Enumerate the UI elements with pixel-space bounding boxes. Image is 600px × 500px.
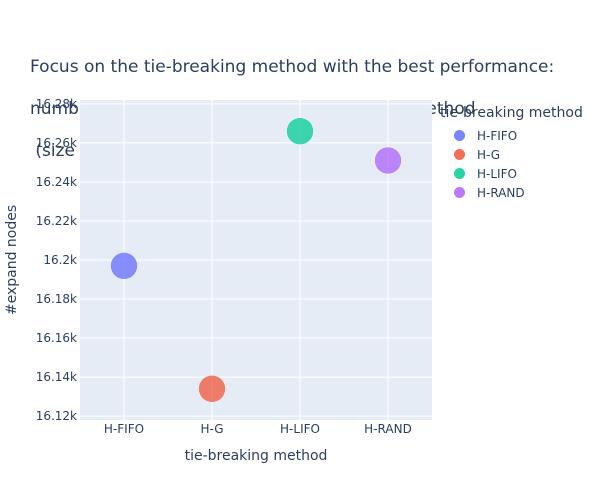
legend-label: H-LIFO bbox=[477, 166, 517, 181]
y-tick-label: 16.22k bbox=[36, 214, 77, 228]
legend-item-h-fifo[interactable]: H-FIFO bbox=[440, 126, 583, 145]
legend-label: H-G bbox=[477, 147, 501, 162]
legend-label: H-RAND bbox=[477, 185, 525, 200]
legend-swatch bbox=[454, 149, 465, 160]
y-tick-label: 16.18k bbox=[36, 292, 77, 306]
y-tick-label: 16.24k bbox=[36, 175, 77, 189]
legend-swatch bbox=[454, 130, 465, 141]
data-point-h-lifo[interactable] bbox=[286, 117, 314, 145]
y-axis-title: #expand nodes bbox=[4, 205, 20, 315]
y-tick-label: 16.2k bbox=[43, 253, 77, 267]
chart-title-line-1: Focus on the tie-breaking method with th… bbox=[30, 57, 555, 77]
y-tick-label: 16.28k bbox=[36, 97, 77, 111]
legend: tie-breaking method H-FIFO H-G H-LIFO H-RAN… bbox=[440, 105, 583, 202]
data-point-h-fifo[interactable] bbox=[110, 252, 138, 280]
legend-title: tie-breaking method bbox=[440, 105, 583, 121]
legend-item-h-g[interactable]: H-G bbox=[440, 145, 583, 164]
data-point-h-g[interactable] bbox=[198, 375, 226, 403]
legend-label: H-FIFO bbox=[477, 128, 518, 143]
gridlines bbox=[80, 100, 432, 420]
x-tick-label: H-FIFO bbox=[104, 422, 144, 436]
data-point-h-rand[interactable] bbox=[374, 146, 402, 175]
legend-item-h-lifo[interactable]: H-LIFO bbox=[440, 164, 583, 183]
x-tick-label: H-LIFO bbox=[280, 422, 320, 436]
data-points[interactable] bbox=[110, 117, 402, 403]
legend-swatch bbox=[454, 168, 465, 179]
x-axis-title: tie-breaking method bbox=[185, 448, 328, 464]
x-axis-ticks: H-FIFO H-G H-LIFO H-RAND bbox=[104, 422, 412, 436]
y-tick-label: 16.26k bbox=[36, 136, 77, 150]
y-tick-label: 16.14k bbox=[36, 370, 77, 384]
y-tick-label: 16.16k bbox=[36, 331, 77, 345]
legend-swatch bbox=[454, 187, 465, 198]
y-axis-ticks: 16.12k 16.14k 16.16k 16.18k 16.2k 16.22k 16.24… bbox=[36, 97, 77, 423]
x-tick-label: H-RAND bbox=[364, 422, 412, 436]
legend-item-h-rand[interactable]: H-RAND bbox=[440, 183, 583, 202]
y-tick-label: 16.12k bbox=[36, 409, 77, 423]
x-tick-label: H-G bbox=[200, 422, 223, 436]
